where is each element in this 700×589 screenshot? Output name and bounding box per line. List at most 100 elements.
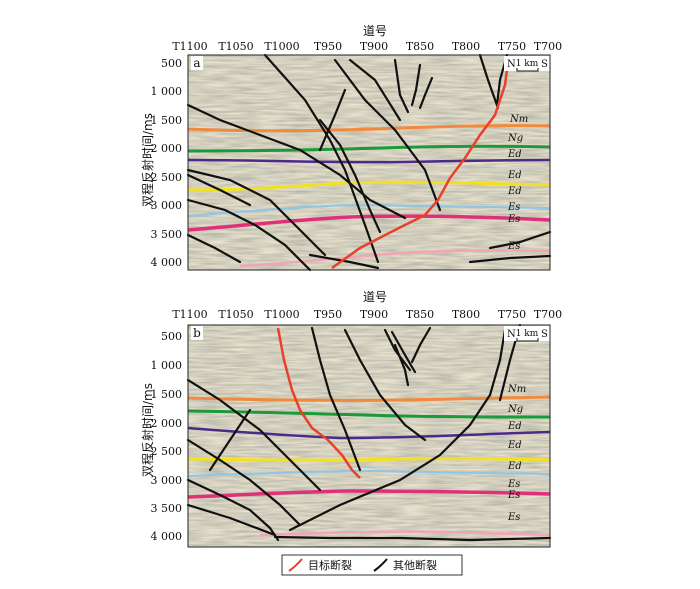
fault xyxy=(393,343,410,387)
time-tick: 1 500 xyxy=(151,114,183,127)
panel-a: 道号 T1100 T1050 T1000 T950 T900 T850 T800… xyxy=(140,24,562,272)
horizon-ed-mid xyxy=(187,457,551,462)
fault xyxy=(186,378,322,492)
horizon-label: Es xyxy=(507,512,520,523)
fault xyxy=(186,198,312,272)
fault xyxy=(343,328,427,442)
horizon-labels: Nm Ng Ed Ed Ed Es Es Es xyxy=(507,384,526,523)
fault xyxy=(186,503,277,537)
fault xyxy=(383,328,412,372)
north-label: N xyxy=(507,59,516,70)
target-fault xyxy=(276,327,361,479)
time-tick: 2 500 xyxy=(151,445,183,458)
fault xyxy=(468,254,552,264)
trace-tick-labels: T1100 T1050 T1000 T950 T900 T850 T800 T7… xyxy=(172,308,562,321)
fault xyxy=(318,118,382,234)
panel-b: 道号 T1100 T1050 T1000 T950 T900 T850 T800… xyxy=(140,290,562,548)
trace-tick: T850 xyxy=(406,308,434,321)
scale-label: 1 km xyxy=(516,329,539,339)
time-tick: 1 000 xyxy=(151,359,183,372)
trace-tick-labels: T1100 T1050 T1000 T950 T900 T850 T800 T7… xyxy=(172,40,562,53)
time-tick: 3 000 xyxy=(151,199,183,212)
time-tick-labels: 500 1 000 1 500 2 000 2 500 3 000 3 500 … xyxy=(151,57,183,269)
time-tick: 3 500 xyxy=(151,228,183,241)
time-tick: 1 000 xyxy=(151,85,183,98)
fault xyxy=(478,53,500,110)
fault xyxy=(410,326,432,364)
legend: 目标断裂 其他断裂 xyxy=(281,554,463,576)
trace-tick: T800 xyxy=(452,308,480,321)
horizon-label: Es xyxy=(507,241,520,252)
time-tick-labels: 500 1 000 1 500 2 000 2 500 3 000 3 500 … xyxy=(151,330,183,543)
fault xyxy=(348,58,402,122)
fault xyxy=(186,478,280,542)
north-label: N xyxy=(507,329,516,340)
legend-label-target: 目标断裂 xyxy=(308,558,352,572)
time-axis-label: 双程反射时间/ms xyxy=(140,383,155,477)
trace-tick: T900 xyxy=(360,308,388,321)
fault xyxy=(186,168,327,257)
horizon-label: Ed xyxy=(507,440,522,451)
trace-tick: T700 xyxy=(534,308,562,321)
time-tick: 2 500 xyxy=(151,171,183,184)
scale-label: 1 km xyxy=(516,59,539,69)
trace-tick: T750 xyxy=(498,308,526,321)
trace-tick: T700 xyxy=(534,40,562,53)
horizon-label: Ed xyxy=(507,149,522,160)
trace-tick: T1000 xyxy=(264,308,299,321)
time-tick: 2 000 xyxy=(151,142,183,155)
fault xyxy=(333,58,442,212)
fault xyxy=(186,103,407,220)
horizon-ed-top xyxy=(187,426,551,440)
trace-tick: T850 xyxy=(406,40,434,53)
fault xyxy=(186,173,252,207)
trace-tick: T1100 xyxy=(172,308,207,321)
south-label: S xyxy=(541,329,548,340)
trace-tick: T1050 xyxy=(218,308,253,321)
horizon-label: Es xyxy=(507,202,520,213)
time-tick: 500 xyxy=(161,57,182,70)
horizon-es-mid xyxy=(187,214,551,232)
scale-bar xyxy=(516,68,539,72)
fault xyxy=(390,330,417,374)
horizon-ng xyxy=(187,409,551,419)
trace-tick: T750 xyxy=(498,40,526,53)
fault xyxy=(410,63,422,107)
legend-swatch-other xyxy=(373,558,388,572)
trace-tick: T950 xyxy=(314,308,342,321)
trace-tick: T800 xyxy=(452,40,480,53)
horizon-es-upper xyxy=(187,469,551,477)
legend-label-other: 其他断裂 xyxy=(393,558,437,572)
target-fault xyxy=(331,61,510,270)
fault xyxy=(208,408,252,472)
trace-tick: T1050 xyxy=(218,40,253,53)
horizon-label: Nm xyxy=(507,384,526,395)
time-tick: 3 500 xyxy=(151,502,183,515)
compass-scale: N 1 km S xyxy=(504,326,550,342)
time-tick: 4 000 xyxy=(151,256,183,269)
fault xyxy=(186,438,302,527)
fault xyxy=(318,88,347,152)
horizon-es-upper xyxy=(187,203,551,217)
seismic-section-a: Nm Ng Ed Ed Ed Es Es Es a N 1 km S xyxy=(186,53,552,272)
horizon-es-mid xyxy=(187,489,551,499)
fault xyxy=(186,233,242,264)
horizon-label: Ed xyxy=(507,170,522,181)
horizon-label: Ed xyxy=(507,461,522,472)
horizon-label: Es xyxy=(507,214,520,225)
time-tick: 500 xyxy=(161,330,182,343)
horizon-nm xyxy=(187,395,551,402)
horizon-label: Es xyxy=(507,490,520,501)
panel-label: a xyxy=(193,56,200,70)
horizon-label: Ng xyxy=(507,133,523,144)
panel-label: b xyxy=(193,326,201,340)
time-tick: 1 500 xyxy=(151,388,183,401)
fault xyxy=(308,253,380,270)
horizon-ng xyxy=(187,144,551,153)
time-tick: 3 000 xyxy=(151,474,183,487)
horizon-ed-top xyxy=(187,158,551,164)
trace-axis-label: 道号 xyxy=(363,290,387,304)
fault xyxy=(273,535,552,542)
horizon-label: Ed xyxy=(507,421,522,432)
fault xyxy=(393,58,410,114)
